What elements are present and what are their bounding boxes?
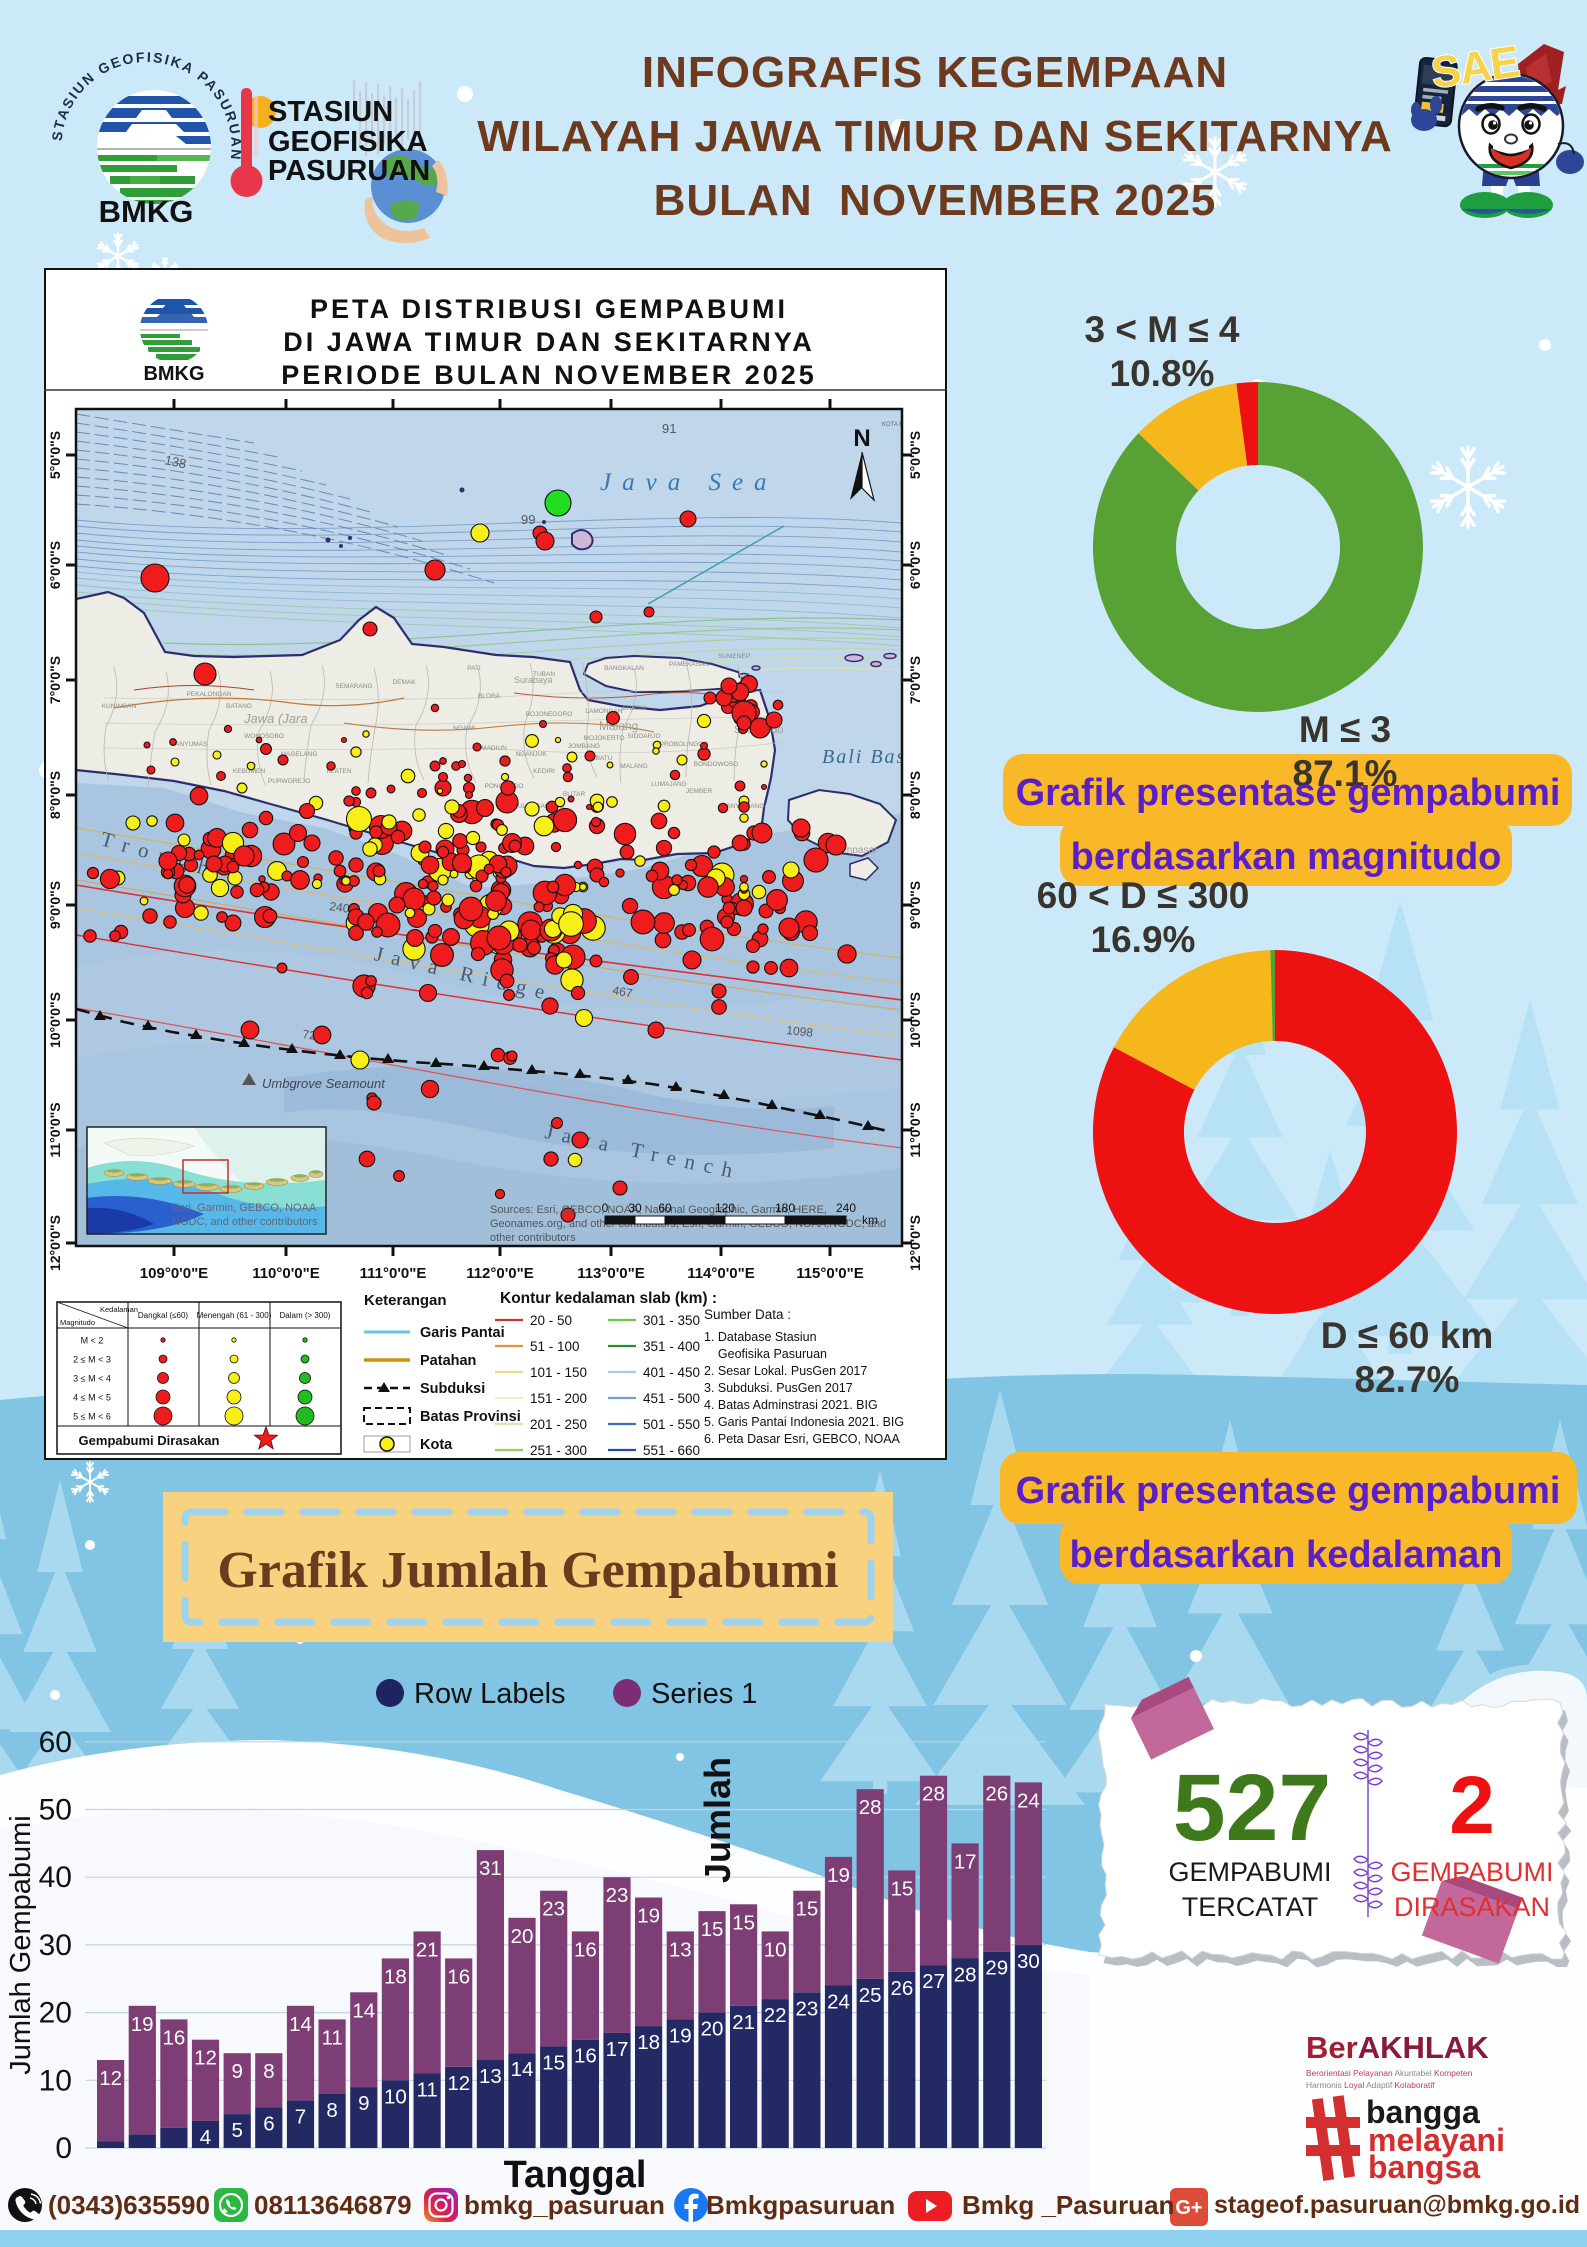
svg-text:G+: G+ xyxy=(1175,2197,1202,2219)
